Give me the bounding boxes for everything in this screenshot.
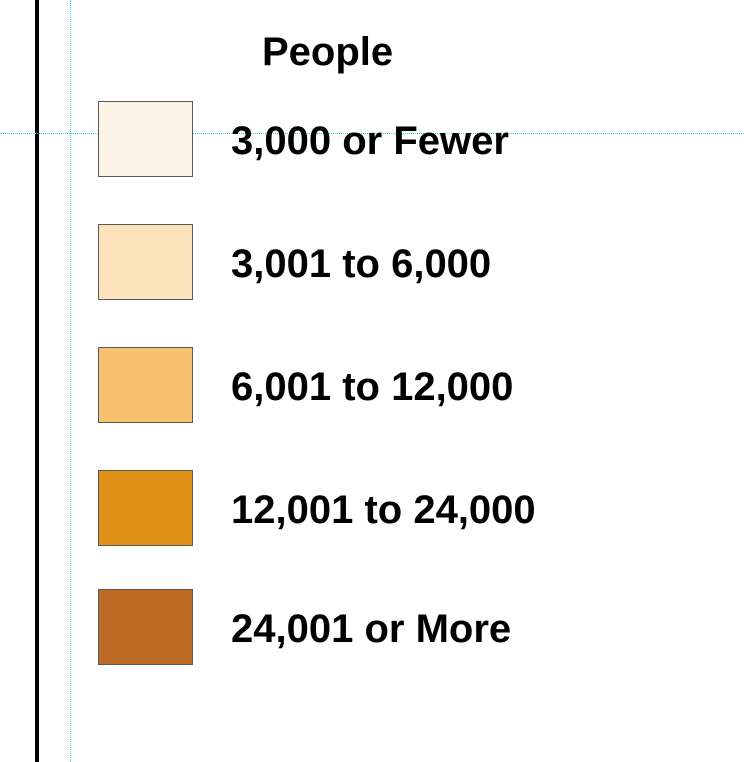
horizontal-guide-line [0, 133, 744, 134]
legend-label: 12,001 to 24,000 [231, 488, 536, 532]
legend-swatch [98, 347, 193, 423]
legend-title: People [262, 30, 394, 74]
legend-frame-border [35, 0, 39, 762]
legend-label: 24,001 or More [231, 607, 512, 651]
legend-item: 24,001 or More [98, 589, 698, 667]
legend-swatch [98, 101, 193, 177]
vertical-guide-line [70, 0, 71, 762]
legend-item: 6,001 to 12,000 [98, 347, 698, 425]
legend-swatch [98, 470, 193, 546]
legend-item: 12,001 to 24,000 [98, 470, 698, 548]
legend-label: 3,001 to 6,000 [231, 242, 492, 286]
legend-item: 3,000 or Fewer [98, 101, 698, 179]
legend-swatch [98, 589, 193, 665]
legend-item: 3,001 to 6,000 [98, 224, 698, 302]
legend-label: 3,000 or Fewer [231, 119, 509, 163]
legend-label: 6,001 to 12,000 [231, 365, 514, 409]
legend-swatch [98, 224, 193, 300]
